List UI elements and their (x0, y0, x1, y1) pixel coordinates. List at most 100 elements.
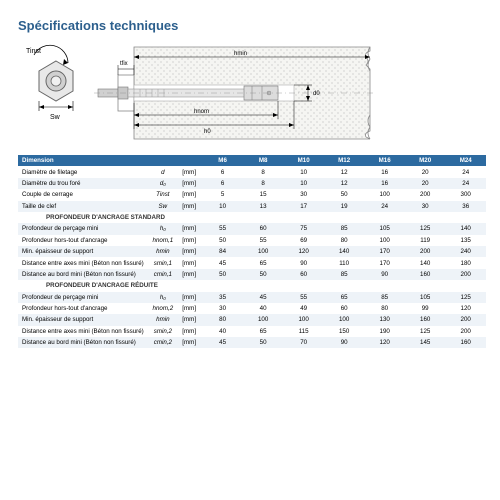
row-value: 24 (445, 178, 486, 189)
column-header: M12 (324, 155, 365, 166)
row-value: 6 (202, 166, 243, 177)
row-value: 24 (364, 201, 405, 212)
row-value: 20 (405, 178, 446, 189)
row-value: 55 (243, 235, 284, 246)
technical-diagram: Tinst Sw (24, 43, 490, 143)
row-label: Profondeur hors-tout d'ancrage (18, 303, 150, 314)
row-value: 75 (283, 223, 324, 234)
table-row: Diamètre de filetaged[mm]681012162024 (18, 166, 486, 177)
row-symbol: smin,1 (150, 257, 176, 268)
row-value: 60 (243, 223, 284, 234)
row-value: 140 (445, 223, 486, 234)
row-value: 30 (283, 189, 324, 200)
row-symbol: smin,2 (150, 326, 176, 337)
row-unit: [mm] (176, 223, 202, 234)
row-value: 85 (324, 223, 365, 234)
row-value: 120 (364, 337, 405, 348)
row-value: 100 (243, 246, 284, 257)
row-value: 10 (202, 201, 243, 212)
row-value: 200 (405, 246, 446, 257)
table-row: Profondeur hors-tout d'ancragehnom,2[mm]… (18, 303, 486, 314)
section-heading: PROFONDEUR D'ANCRAGE RÉDUITE (18, 280, 486, 291)
row-value: 300 (445, 189, 486, 200)
row-unit: [mm] (176, 269, 202, 280)
table-row: Profondeur de perçage minih₀[mm]55607585… (18, 223, 486, 234)
row-label: Profondeur de perçage mini (18, 292, 150, 303)
table-row: Distance au bord mini (Béton non fissuré… (18, 337, 486, 348)
column-header: Dimension (18, 155, 150, 166)
row-unit: [mm] (176, 292, 202, 303)
row-value: 125 (405, 326, 446, 337)
row-value: 90 (283, 257, 324, 268)
column-header (176, 155, 202, 166)
row-value: 50 (202, 235, 243, 246)
row-label: Min. épaisseur de support (18, 246, 150, 257)
label-tfix: tfix (120, 61, 128, 67)
row-value: 5 (202, 189, 243, 200)
row-value: 100 (283, 314, 324, 325)
row-value: 125 (445, 292, 486, 303)
column-header (150, 155, 176, 166)
label-sw: Sw (50, 114, 61, 121)
row-value: 20 (405, 166, 446, 177)
table-body: Diamètre de filetaged[mm]681012162024Dia… (18, 166, 486, 348)
row-label: Distance au bord mini (Béton non fissuré… (18, 269, 150, 280)
row-label: Couple de cerrage (18, 189, 150, 200)
row-value: 99 (405, 303, 446, 314)
row-value: 240 (445, 246, 486, 257)
row-value: 100 (243, 314, 284, 325)
row-value: 60 (283, 269, 324, 280)
row-value: 84 (202, 246, 243, 257)
row-label: Diamètre du trou foré (18, 178, 150, 189)
row-label: Taille de clef (18, 201, 150, 212)
row-value: 40 (243, 303, 284, 314)
row-value: 65 (243, 326, 284, 337)
row-value: 100 (364, 235, 405, 246)
row-value: 80 (202, 314, 243, 325)
row-value: 50 (324, 189, 365, 200)
row-value: 140 (324, 246, 365, 257)
row-value: 100 (364, 189, 405, 200)
row-symbol: h₀ (150, 292, 176, 303)
row-unit: [mm] (176, 314, 202, 325)
table-row: Couple de cerrageTinst[mm]51530501002003… (18, 189, 486, 200)
table-row: Distance entre axes mini (Béton non fiss… (18, 326, 486, 337)
row-value: 30 (405, 201, 446, 212)
row-value: 85 (364, 292, 405, 303)
row-value: 60 (324, 303, 365, 314)
row-value: 50 (243, 269, 284, 280)
row-value: 135 (445, 235, 486, 246)
row-symbol: Tinst (150, 189, 176, 200)
row-value: 8 (243, 178, 284, 189)
row-value: 50 (202, 269, 243, 280)
row-value: 70 (283, 337, 324, 348)
row-unit: [mm] (176, 166, 202, 177)
row-label: Min. épaisseur de support (18, 314, 150, 325)
table-row: Distance au bord mini (Béton non fissuré… (18, 269, 486, 280)
row-value: 160 (405, 269, 446, 280)
row-value: 200 (445, 314, 486, 325)
table-row: Profondeur de perçage minih₀[mm]35455565… (18, 292, 486, 303)
row-symbol: cmin,1 (150, 269, 176, 280)
row-value: 13 (243, 201, 284, 212)
row-value: 105 (405, 292, 446, 303)
page-title: Spécifications techniques (18, 18, 490, 33)
row-value: 45 (243, 292, 284, 303)
row-value: 19 (324, 201, 365, 212)
row-symbol: cmin,2 (150, 337, 176, 348)
row-value: 36 (445, 201, 486, 212)
row-value: 120 (283, 246, 324, 257)
row-symbol: hmin (150, 314, 176, 325)
section-heading: PROFONDEUR D'ANCRAGE STANDARD (18, 212, 486, 223)
row-value: 85 (324, 269, 365, 280)
row-value: 100 (324, 314, 365, 325)
row-value: 69 (283, 235, 324, 246)
row-label: Diamètre de filetage (18, 166, 150, 177)
table-row: Profondeur hors-tout d'ancragehnom,1[mm]… (18, 235, 486, 246)
column-header: M6 (202, 155, 243, 166)
nut-side-view: Tinst Sw (24, 43, 88, 133)
row-value: 80 (364, 303, 405, 314)
column-header: M24 (445, 155, 486, 166)
row-value: 170 (364, 257, 405, 268)
row-value: 115 (283, 326, 324, 337)
